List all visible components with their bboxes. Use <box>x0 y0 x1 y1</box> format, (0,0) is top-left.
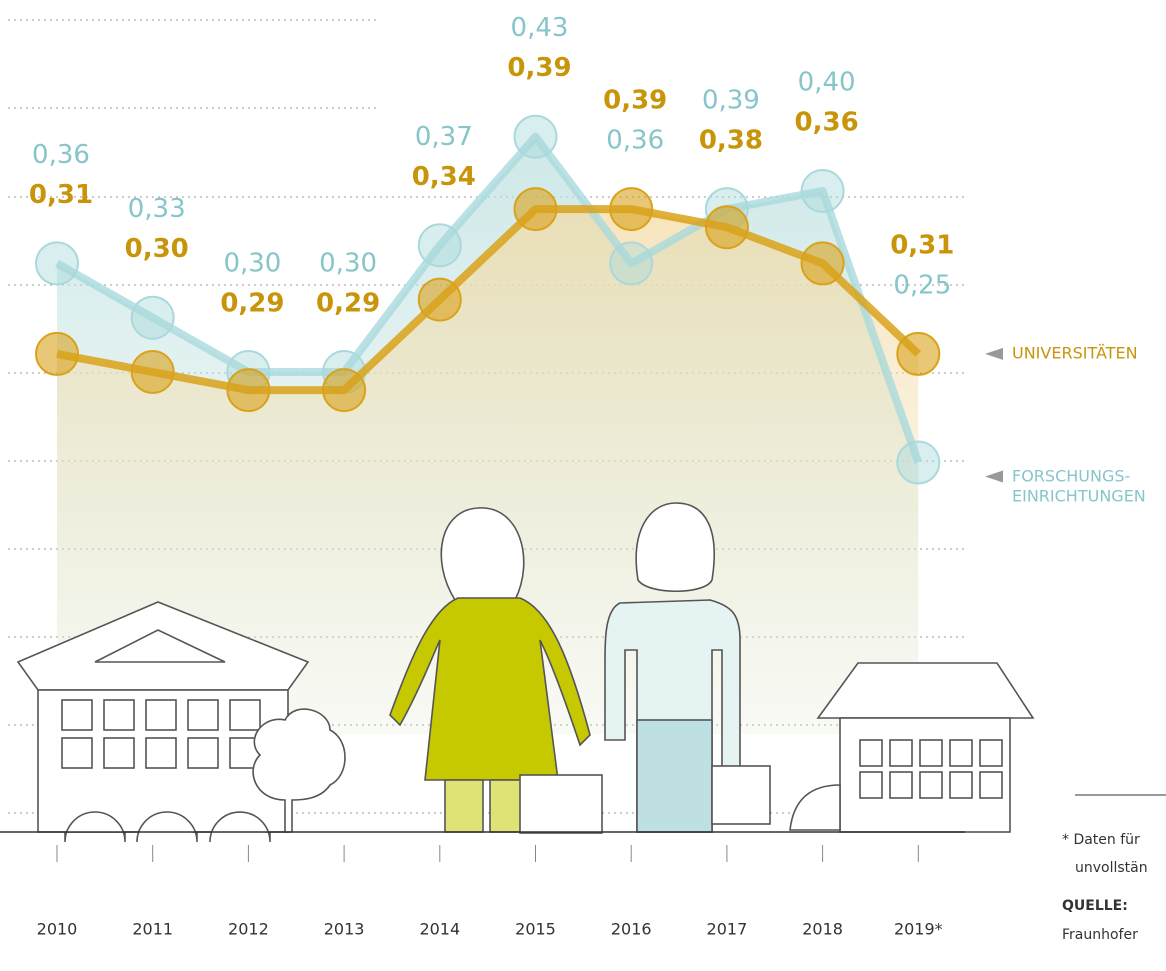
point <box>132 351 174 393</box>
point <box>802 242 844 284</box>
point <box>610 242 652 284</box>
point <box>610 188 652 230</box>
value-label: 0,38 <box>699 126 763 156</box>
value-label: 0,39 <box>603 86 667 116</box>
x-tick-label: 2019* <box>894 920 943 939</box>
value-label: 0,30 <box>125 234 189 264</box>
point <box>132 297 174 339</box>
x-tick-label: 2014 <box>419 920 460 939</box>
page: {"chart_data": {"type": "line", "categor… <box>0 0 1166 971</box>
value-label: 0,29 <box>316 289 380 319</box>
value-label: 0,36 <box>795 108 859 138</box>
value-label: 0,40 <box>798 68 856 98</box>
value-label: 0,30 <box>223 249 281 279</box>
point <box>802 170 844 212</box>
x-tick-label: 2011 <box>132 920 173 939</box>
footnote: unvollstän <box>1075 860 1148 876</box>
chart: * Daten für unvollstän QUELLE: Fraunhofe… <box>0 0 1166 971</box>
point <box>897 333 939 375</box>
point <box>515 188 557 230</box>
value-label: 0,39 <box>702 86 760 116</box>
point <box>227 369 269 411</box>
value-label: 0,31 <box>29 180 93 210</box>
source: Fraunhofer <box>1062 927 1138 943</box>
point <box>897 442 939 484</box>
point <box>36 242 78 284</box>
point <box>706 206 748 248</box>
point <box>323 369 365 411</box>
value-label: 0,33 <box>128 194 186 224</box>
value-label: 0,37 <box>415 122 473 152</box>
point <box>515 116 557 158</box>
point <box>36 333 78 375</box>
point <box>419 224 461 266</box>
value-label: 0,39 <box>507 53 571 83</box>
value-label: 0,30 <box>319 249 377 279</box>
value-label: 0,31 <box>890 230 954 260</box>
value-label: 0,36 <box>606 126 664 156</box>
x-tick-label: 2018 <box>802 920 843 939</box>
value-label: 0,25 <box>893 270 951 300</box>
value-label: 0,29 <box>220 289 284 319</box>
value-label: 0,43 <box>511 13 569 43</box>
value-label: 0,36 <box>32 140 90 170</box>
x-tick-label: 2012 <box>228 920 269 939</box>
x-tick-label: 2013 <box>324 920 365 939</box>
value-label: 0,34 <box>412 162 476 192</box>
legend-marker <box>985 471 1003 483</box>
x-tick-label: 2010 <box>37 920 78 939</box>
legend-marker <box>985 348 1003 360</box>
footnote: * Daten für <box>1062 832 1140 848</box>
legend-label: FORSCHUNGS-EINRICHTUNGEN <box>1012 466 1146 505</box>
point <box>419 279 461 321</box>
x-tick-label: 2015 <box>515 920 556 939</box>
source-label: QUELLE: <box>1062 898 1128 914</box>
legend-label: UNIVERSITÄTEN <box>1012 343 1138 362</box>
x-tick-label: 2017 <box>707 920 748 939</box>
x-tick-label: 2016 <box>611 920 652 939</box>
